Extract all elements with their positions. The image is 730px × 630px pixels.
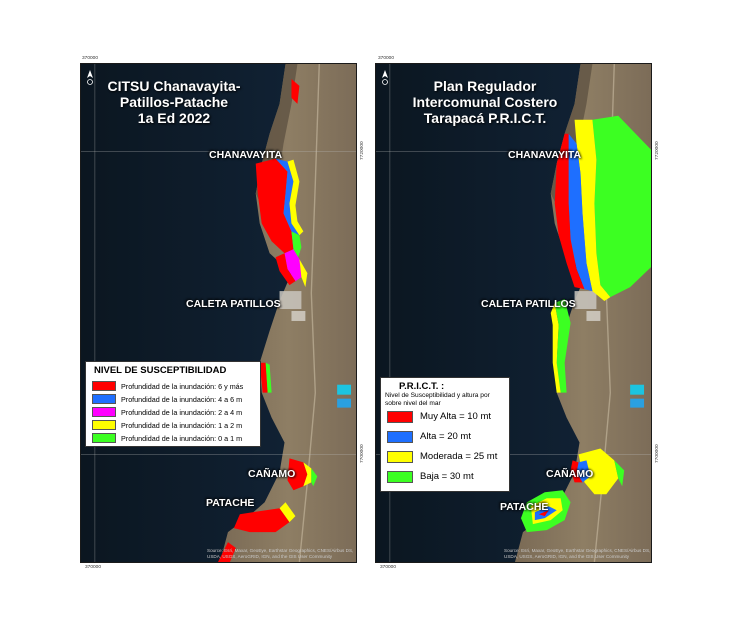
zone-green	[291, 231, 302, 260]
legend-swatch-yellow	[387, 451, 413, 463]
zone-red	[218, 542, 236, 562]
land-area	[219, 64, 356, 562]
zone-yellow	[287, 159, 304, 236]
coord-bottom-right: 370000	[380, 565, 397, 570]
map-credit-line-1: Source: Esri, Maxar, GeoEye, Earthstar G…	[504, 548, 651, 553]
legend-swatch-green	[92, 433, 116, 443]
patillos-urban-area	[279, 291, 302, 310]
legend-swatch-red	[387, 411, 413, 423]
place-label-patache: PATACHE	[500, 501, 549, 513]
place-label-caleta-patillos: CALETA PATILLOS	[481, 298, 576, 310]
legend-title: P.R.I.C.T. :	[399, 381, 445, 392]
coord-right-lower-right: 7700000	[655, 444, 660, 463]
legend-swatch-green	[387, 471, 413, 483]
map-credit-line-2: USDA, USGS, AeroGRID, IGN, and the GIS U…	[504, 554, 630, 559]
zone-red	[259, 362, 268, 393]
salt-pond-2	[630, 398, 645, 408]
coord-top-left: 370000	[82, 56, 99, 61]
coord-right-upper-right: 7720000	[655, 141, 660, 160]
legend-label: Alta = 20 mt	[420, 431, 471, 442]
place-label-chanavayita: CHANAVAYITA	[209, 149, 283, 161]
zone-green	[311, 468, 318, 487]
map-title-line-2: Intercomunal Costero	[412, 94, 558, 110]
map-title-line-2: Patillos-Patache	[119, 94, 229, 110]
map-credit: Source: Esri, Maxar, GeoEye, Earthstar G…	[504, 548, 651, 560]
coastal-road	[298, 64, 320, 562]
map-credit-line-1: Source: Esri, Maxar, GeoEye, Earthstar G…	[207, 548, 354, 553]
zone-blue	[568, 133, 593, 292]
legend-label: Muy Alta = 10 mt	[420, 411, 492, 422]
legend-label: Profundidad de la inundación: 4 a 6 m	[121, 395, 243, 404]
zone-red	[570, 460, 583, 483]
satellite-map	[81, 64, 356, 562]
legend-label: Baja = 30 mt	[420, 471, 474, 482]
legend-label: Moderada = 25 mt	[420, 451, 498, 462]
satellite-map	[376, 64, 651, 562]
zone-green	[554, 299, 571, 393]
place-label-canamo: CAÑAMO	[546, 468, 594, 480]
place-label-caleta-patillos: CALETA PATILLOS	[186, 298, 281, 310]
patillos-urban-area	[574, 291, 597, 310]
map-credit-line-2: USDA, USGS, AeroGRID, IGN, and the GIS U…	[207, 554, 333, 559]
legend-swatch-magenta	[92, 407, 116, 417]
place-label-chanavayita: CHANAVAYITA	[508, 149, 582, 161]
salt-pond-1	[630, 384, 645, 395]
coord-right-upper-left: 7720000	[360, 141, 365, 160]
zone-red	[287, 458, 308, 491]
north-arrow-icon	[87, 70, 93, 85]
map-title-line-1: Plan Regulador	[433, 78, 537, 94]
legend-label: Profundidad de la inundación: 6 y más	[121, 382, 244, 391]
north-arrow-icon	[382, 70, 388, 85]
map-title-line-3: 1a Ed 2022	[137, 110, 211, 126]
zone-red	[291, 78, 300, 104]
coord-right-lower-left: 7700000	[360, 444, 365, 463]
place-label-patache: PATACHE	[206, 497, 255, 509]
map-title: Plan Regulador Intercomunal Costero Tara…	[390, 78, 580, 126]
legend-swatch-yellow	[92, 420, 116, 430]
map-title-line-1: CITSU Chanavayita-	[107, 78, 241, 94]
zone-yellow	[299, 259, 308, 288]
legend-susceptibilidad: NIVEL DE SUSCEPTIBILIDAD Profundidad de …	[85, 361, 261, 447]
zone-magenta	[284, 249, 302, 282]
salt-pond-1	[337, 384, 352, 395]
zone-green	[592, 115, 651, 298]
legend-swatch-red	[92, 381, 116, 391]
legend-label: Profundidad de la inundación: 1 a 2 m	[121, 421, 243, 430]
coord-bottom-left: 370000	[85, 565, 102, 570]
zone-yellow	[550, 303, 561, 393]
zone-yellow	[578, 448, 619, 495]
patillos-port-area	[291, 311, 306, 321]
zone-yellow	[303, 462, 312, 487]
legend-subtitle: Nivel de Susceptibilidad y altura por so…	[385, 392, 490, 407]
legend-swatch-blue	[387, 431, 413, 443]
legend-label: Profundidad de la inundación: 0 a 1 m	[121, 434, 243, 443]
zone-yellow	[279, 502, 296, 523]
patillos-port-area	[586, 311, 601, 321]
zone-red	[275, 253, 296, 286]
legend-prict: P.R.I.C.T. : Nivel de Susceptibilidad y …	[380, 377, 510, 492]
map-title: CITSU Chanavayita- Patillos-Patache 1a E…	[99, 78, 249, 126]
legend-title: NIVEL DE SUSCEPTIBILIDAD	[94, 365, 227, 376]
zone-yellow	[574, 119, 611, 302]
zone-green	[265, 362, 272, 393]
place-label-canamo: CAÑAMO	[248, 468, 296, 480]
map-panel-citsu[interactable]: CITSU Chanavayita- Patillos-Patache 1a E…	[80, 63, 357, 563]
map-credit: Source: Esri, Maxar, GeoEye, Earthstar G…	[207, 548, 356, 560]
zone-red	[233, 508, 290, 533]
zone-blue	[576, 460, 591, 483]
zone-blue	[275, 158, 300, 250]
map-panel-prict[interactable]: Plan Regulador Intercomunal Costero Tara…	[375, 63, 652, 563]
salt-pond-2	[337, 398, 352, 408]
map-title-line-3: Tarapacá P.R.I.C.T.	[423, 110, 547, 126]
legend-label: Profundidad de la inundación: 2 a 4 m	[121, 408, 243, 417]
legend-swatch-blue	[92, 394, 116, 404]
zone-red	[255, 158, 294, 254]
zone-red	[554, 133, 585, 290]
coord-top-right: 370000	[378, 56, 395, 61]
zone-red	[538, 510, 549, 517]
zone-green	[614, 460, 625, 487]
